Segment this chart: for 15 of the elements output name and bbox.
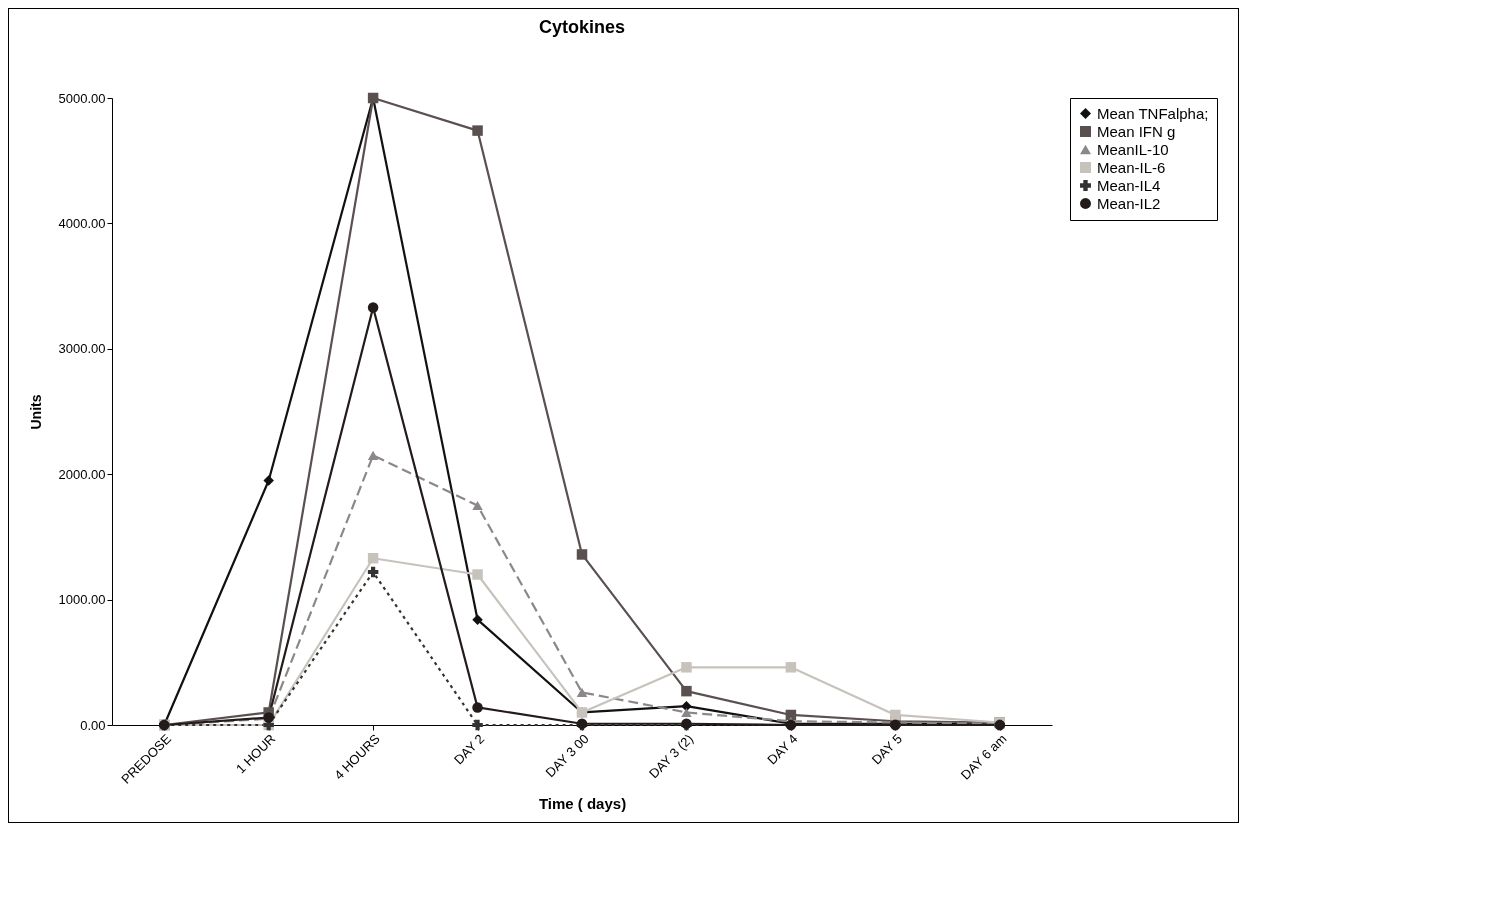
y-tick-label: 1000.00 (58, 592, 106, 608)
legend-label: Mean IFN g (1097, 122, 1176, 140)
legend-label: Mean TNFalpha; (1097, 104, 1209, 122)
y-tick-label: 3000.00 (58, 341, 106, 357)
y-axis-title: Units (27, 394, 44, 430)
y-tick-label: 4000.00 (58, 215, 106, 231)
y-tick-label: 0.00 (80, 717, 106, 733)
chart-title: Cytokines (538, 17, 626, 37)
legend-label: MeanIL-10 (1097, 140, 1169, 158)
legend-label: Mean-IL2 (1097, 194, 1161, 212)
legend-label: Mean-IL-6 (1097, 158, 1166, 176)
x-axis-title: Time ( days) (538, 794, 627, 812)
y-tick-label: 2000.00 (58, 466, 106, 482)
y-tick-label: 5000.00 (58, 90, 106, 106)
legend-label: Mean-IL4 (1097, 176, 1161, 194)
